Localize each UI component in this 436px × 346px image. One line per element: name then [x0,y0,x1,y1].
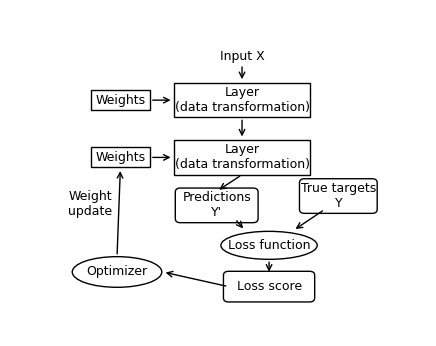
FancyBboxPatch shape [91,90,150,110]
Text: Weights: Weights [95,151,146,164]
Text: Layer
(data transformation): Layer (data transformation) [174,86,310,114]
Text: Optimizer: Optimizer [86,265,147,279]
FancyBboxPatch shape [174,83,310,117]
Text: Weight
update: Weight update [68,190,112,218]
Text: Weights: Weights [95,94,146,107]
Text: Loss score: Loss score [236,280,302,293]
Text: Layer
(data transformation): Layer (data transformation) [174,143,310,171]
Ellipse shape [221,231,317,259]
Text: Loss function: Loss function [228,239,310,252]
Ellipse shape [72,257,162,287]
Text: True targets
Y: True targets Y [301,182,376,210]
Text: Predictions
Y': Predictions Y' [182,191,251,219]
FancyBboxPatch shape [91,147,150,167]
FancyBboxPatch shape [300,179,377,213]
FancyBboxPatch shape [175,188,258,223]
FancyBboxPatch shape [223,271,315,302]
FancyBboxPatch shape [174,140,310,175]
Text: Input X: Input X [220,50,264,63]
